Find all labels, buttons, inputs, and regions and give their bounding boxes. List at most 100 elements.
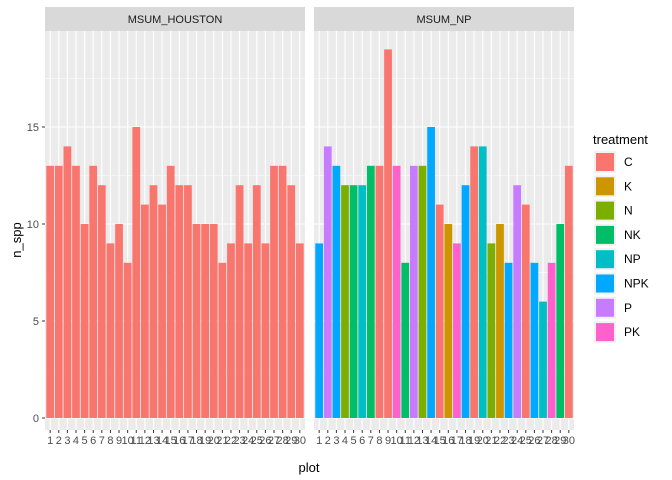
bar-MSUM_NP-27 [539,301,547,418]
x-tick-label: 12 [408,435,420,447]
bar-MSUM_NP-9 [384,49,392,419]
legend-label-K: K [624,179,632,193]
bar-MSUM_HOUSTON-14 [158,204,166,418]
x-tick-label: 9 [385,435,391,447]
x-tick-label: 27 [537,435,549,447]
bar-MSUM_HOUSTON-1 [46,165,55,418]
facet-strip [45,7,305,31]
bar-MSUM_HOUSTON-11 [132,127,141,418]
y-axis: 0 5 10 15 [27,122,45,425]
x-tick-label: 19 [199,435,211,447]
x-tick-label: 25 [251,435,263,447]
legend-swatch-NPK [596,274,614,293]
bar-MSUM_HOUSTON-16 [175,185,184,418]
bar-MSUM_NP-3 [332,165,341,418]
bar-MSUM_HOUSTON-12 [140,204,149,418]
bar-MSUM_HOUSTON-29 [287,185,296,418]
bar-MSUM_HOUSTON-15 [166,165,175,418]
bar-MSUM_NP-18 [461,185,470,418]
bar-MSUM_NP-5 [349,185,358,418]
x-tick-label: 4 [73,435,79,447]
bar-MSUM_NP-11 [401,262,410,418]
x-tick-label: 15 [434,435,446,447]
x-tick-label: 28 [276,435,288,447]
x-tick-label: 2 [56,435,62,447]
x-tick-label: 9 [116,435,122,447]
bar-MSUM_HOUSTON-21 [218,262,227,418]
x-tick-label: 30 [563,435,575,447]
bar-MSUM_NP-8 [375,165,384,418]
x-tick-label: 20 [477,435,489,447]
x-tick-label: 21 [216,435,228,447]
bar-MSUM_HOUSTON-17 [184,185,192,418]
x-tick-label: 22 [494,435,506,447]
bar-MSUM_NP-7 [366,165,375,418]
x-tick-label: 30 [294,435,306,447]
y-tick-label: 5 [33,316,39,328]
x-tick-label: 7 [99,435,105,447]
x-tick-label: 23 [233,435,245,447]
bar-MSUM_HOUSTON-10 [123,262,132,418]
bar-MSUM_NP-26 [530,262,539,418]
legend-swatch-NP [596,250,614,269]
bar-MSUM_NP-14 [427,127,435,418]
legend-label-P: P [624,301,632,315]
bar-MSUM_NP-1 [315,243,324,418]
x-tick-label: 11 [131,435,142,447]
y-axis-title: n_spp [9,222,24,257]
x-tick-label: 8 [107,435,113,447]
bar-MSUM_NP-10 [392,165,401,418]
legend-swatch-P [596,298,614,317]
legend-label-NK: NK [624,228,641,242]
bar-MSUM_NP-17 [453,243,461,418]
bar-MSUM_NP-29 [556,224,565,418]
x-axis-title: plot [299,460,320,475]
x-tick-label: 28 [545,435,557,447]
bar-MSUM_HOUSTON-24 [244,243,253,418]
x-tick-label: 23 [502,435,514,447]
x-tick-label: 5 [351,435,357,447]
legend-swatch-K [596,177,614,196]
bar-MSUM_NP-13 [418,165,427,418]
y-tick-label: 15 [27,122,39,134]
bar-MSUM_NP-19 [470,146,479,418]
facet-strip-label: MSUM_NP [416,14,471,26]
bar-MSUM_HOUSTON-30 [295,243,304,418]
bar-MSUM_NP-24 [513,185,522,418]
y-tick-label: 0 [33,413,39,425]
x-tick-label: 5 [82,435,88,447]
bar-MSUM_NP-21 [487,243,496,418]
x-tick-label: 6 [90,435,96,447]
bar-MSUM_HOUSTON-26 [261,243,270,418]
x-tick-label: 10 [391,435,403,447]
x-tick-label: 25 [520,435,532,447]
bar-MSUM_NP-12 [409,165,418,418]
x-tick-label: 11 [400,435,411,447]
x-tick-label: 6 [359,435,365,447]
legend-label-N: N [624,204,633,218]
x-tick-label: 18 [459,435,471,447]
legend-swatch-PK [596,323,614,342]
legend-swatch-C [596,153,614,171]
x-tick-label: 2 [325,435,331,447]
bar-MSUM_HOUSTON-25 [252,185,261,418]
bar-MSUM_NP-30 [564,165,573,418]
bar-MSUM_HOUSTON-20 [209,224,218,418]
x-tick-label: 15 [165,435,177,447]
facet-strip-label: MSUM_HOUSTON [128,14,223,26]
x-tick-label: 13 [147,435,159,447]
bar-MSUM_NP-2 [323,146,332,418]
x-tick-label: 4 [342,435,348,447]
legend-swatch-N [596,201,614,220]
bar-MSUM_HOUSTON-5 [80,224,89,418]
bar-MSUM_HOUSTON-13 [149,185,158,418]
bar-MSUM_HOUSTON-7 [97,185,106,418]
x-tick-label: 21 [485,435,497,447]
bar-MSUM_HOUSTON-3 [63,146,72,418]
x-tick-label: 3 [64,435,70,447]
bar-MSUM_NP-25 [521,204,530,418]
x-tick-label: 7 [368,435,374,447]
